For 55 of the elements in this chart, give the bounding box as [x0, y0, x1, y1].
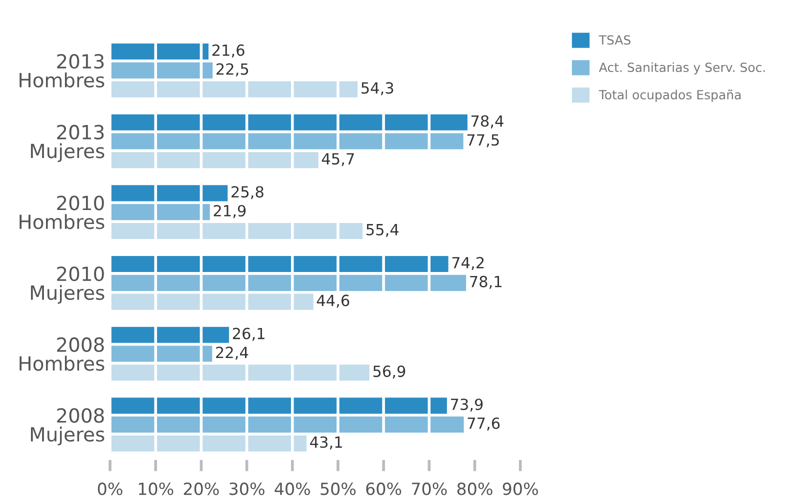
data-label: 73,9: [450, 398, 483, 412]
data-label: 21,9: [214, 204, 246, 218]
data-label: 45,7: [322, 153, 354, 166]
x-tick-label: 50%: [320, 482, 356, 496]
bar: [110, 185, 228, 202]
legend-label: Act. Sanitarias y Serv. Soc.: [598, 62, 765, 74]
y-tick-label: 2010 Hombres: [20, 196, 104, 230]
data-label: 55,4: [366, 224, 399, 237]
bar: [110, 416, 464, 433]
bar: [110, 114, 468, 130]
x-tick-label: 60%: [366, 482, 402, 496]
x-tick-label: 0%: [98, 482, 122, 496]
bar: [110, 81, 358, 98]
data-label: 77,6: [468, 417, 500, 431]
bar: [110, 364, 370, 381]
data-label: 22,5: [216, 63, 248, 76]
data-label: 25,8: [232, 186, 264, 200]
data-label: 78,4: [471, 115, 504, 128]
data-label: 56,9: [373, 366, 406, 379]
x-tick-label: 70%: [412, 482, 447, 496]
bar: [110, 435, 307, 452]
bar: [110, 133, 464, 150]
x-tick-label: 30%: [230, 482, 264, 496]
bar: [110, 256, 448, 272]
bar: [110, 346, 212, 362]
legend-label: TSAS: [598, 35, 630, 45]
legend-label: Total ocupados España: [598, 90, 741, 102]
data-label: 21,6: [212, 44, 244, 58]
data-label: 26,1: [232, 328, 264, 341]
data-label: 54,3: [362, 82, 394, 96]
bar: [110, 326, 230, 343]
bar: [110, 294, 314, 310]
x-tick-label: 10%: [138, 482, 174, 496]
bar: [110, 204, 210, 220]
x-tick-label: 40%: [274, 482, 310, 496]
data-label: 44,6: [316, 294, 350, 308]
bar: [110, 62, 213, 78]
bar: [110, 222, 363, 239]
data-label: 43,1: [310, 436, 342, 450]
bar: [110, 398, 447, 414]
data-label: 78,1: [470, 276, 502, 289]
y-tick-label: 2013 Mujeres: [30, 124, 104, 162]
x-tick-label: 20%: [184, 482, 219, 496]
data-label: 22,4: [216, 346, 248, 360]
y-tick-label: 2008 Hombres: [20, 337, 104, 371]
data-label: 77,5: [467, 134, 499, 148]
x-tick-label: 80%: [457, 482, 492, 496]
bar: [110, 274, 466, 291]
bar: [110, 44, 209, 60]
y-tick-label: 2010 Mujeres: [30, 266, 104, 304]
x-tick-label: 90%: [502, 482, 538, 496]
y-tick-label: 2008 Mujeres: [30, 408, 104, 446]
data-label: 74,2: [452, 256, 484, 270]
bar: [110, 152, 318, 168]
y-tick-label: 2013 Hombres: [20, 54, 104, 88]
